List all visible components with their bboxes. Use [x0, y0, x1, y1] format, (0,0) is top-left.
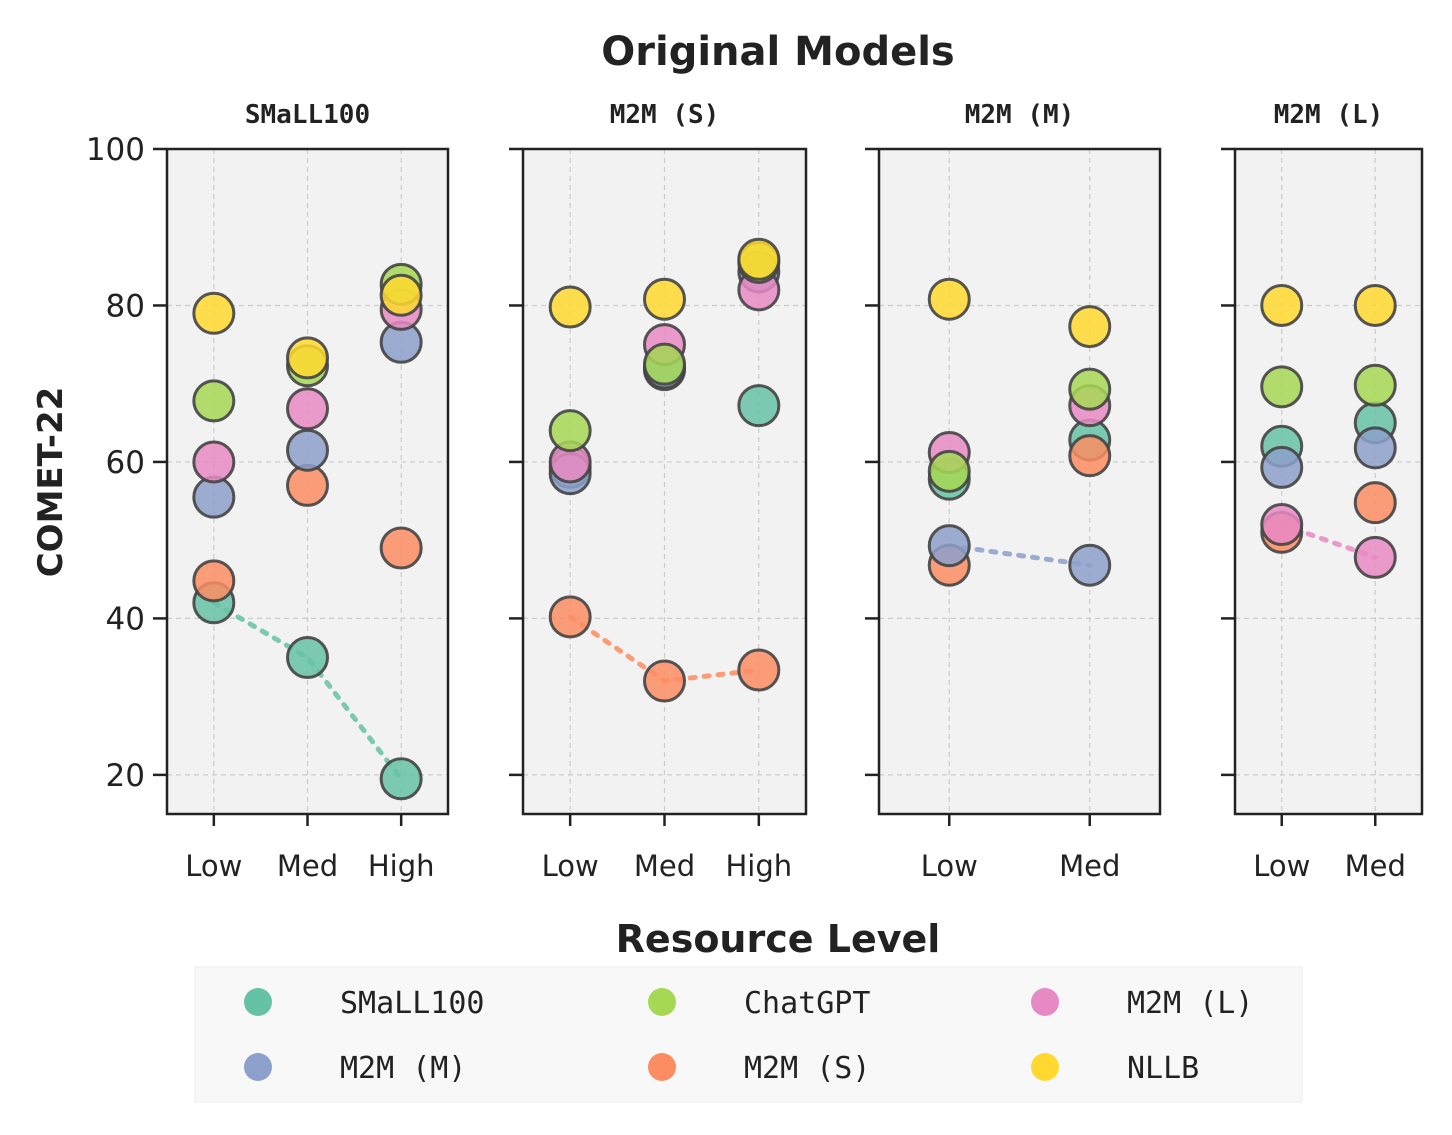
legend-item-m2m-s: M2M (S) — [648, 1051, 870, 1086]
legend-item-chatgpt: ChatGPT — [648, 986, 870, 1021]
point-nllb-med — [1353, 283, 1397, 327]
point-chatgpt-med — [643, 342, 686, 386]
legend-item-m2m-l: M2M (L) — [1031, 986, 1253, 1021]
point-nllb-low — [1260, 283, 1304, 327]
legend-marker — [648, 1053, 676, 1081]
panel-m2m-m: Low Med M2M (M) — [865, 100, 1162, 883]
point-nllb-high — [379, 273, 423, 317]
point-nllb-low — [927, 277, 971, 321]
chart-title: Original Models — [601, 29, 954, 75]
point-nllb-low — [548, 285, 592, 329]
point-m2m-s-high — [737, 648, 781, 692]
legend-item-small100: SMaLL100 — [244, 986, 485, 1021]
panel-frame — [165, 147, 450, 816]
point-nllb-med — [286, 336, 329, 380]
panel-frame — [521, 147, 808, 816]
legend-label: SMaLL100 — [340, 986, 485, 1021]
point-m2m-s-low — [548, 595, 592, 639]
legend-label: NLLB — [1127, 1051, 1199, 1086]
point-m2m-s-high — [379, 526, 423, 570]
x-tick-label: Med — [1345, 849, 1406, 883]
y-tick-label: 100 — [86, 132, 145, 168]
legend-marker — [244, 988, 272, 1016]
legend-label: M2M (M) — [340, 1051, 466, 1086]
point-m2m-m-low — [927, 524, 971, 568]
point-chatgpt-med — [1353, 363, 1397, 407]
y-axis-label: COMET-22 — [31, 387, 71, 578]
panels: 20 40 60 80 100 Low Med High SMaLL100 Low Med High M… — [86, 100, 1424, 883]
x-tick-label: High — [368, 849, 435, 883]
point-nllb-med — [643, 277, 686, 321]
point-chatgpt-low — [1260, 365, 1304, 409]
trend-line-m2m-m — [946, 543, 1093, 568]
trend-line-small100 — [211, 600, 404, 782]
legend-marker — [648, 988, 676, 1016]
x-tick-label: Low — [921, 849, 978, 883]
panel-frame — [877, 147, 1162, 816]
legend-label: M2M (L) — [1127, 986, 1253, 1021]
panel-background — [879, 149, 1160, 814]
point-chatgpt-low — [927, 449, 971, 493]
legend-marker — [1031, 1053, 1059, 1081]
x-tick-label: Low — [185, 849, 242, 883]
point-nllb-med — [1068, 305, 1112, 349]
point-m2m-s-low — [192, 559, 236, 603]
point-m2m-l-low — [192, 440, 236, 484]
point-chatgpt-low — [192, 379, 236, 423]
point-m2m-l-low — [1260, 503, 1304, 547]
panel-small100: 20 40 60 80 100 Low Med High SMaLL100 — [86, 100, 450, 883]
legend-item-nllb: NLLB — [1031, 1051, 1199, 1086]
point-m2m-m-low — [1260, 445, 1304, 489]
panel-m2m-s: Low Med High M2M (S) — [509, 100, 808, 883]
point-m2m-m-med — [286, 428, 329, 472]
legend-item-m2m-m: M2M (M) — [244, 1051, 466, 1086]
y-tick-label: 60 — [106, 445, 145, 481]
legend-label: ChatGPT — [744, 986, 870, 1021]
panel-title: M2M (S) — [610, 100, 720, 130]
point-m2m-l-med — [286, 387, 329, 431]
point-chatgpt-low — [548, 409, 592, 453]
x-tick-label: High — [726, 849, 793, 883]
x-tick-label: Med — [277, 849, 338, 883]
y-tick-label: 20 — [106, 758, 145, 794]
panel-background — [1235, 149, 1422, 814]
x-tick-label: Med — [1059, 849, 1120, 883]
legend-marker — [244, 1053, 272, 1081]
panel-m2m-l: Low Med M2M (L) — [1221, 100, 1424, 883]
point-m2m-s-med — [643, 659, 686, 703]
point-small100-med — [286, 636, 329, 680]
point-small100-high — [737, 384, 781, 428]
x-tick-label: Low — [542, 849, 599, 883]
point-nllb-high — [737, 237, 781, 281]
point-small100-high — [379, 757, 423, 801]
legend-box — [194, 966, 1303, 1103]
panel-title: SMaLL100 — [245, 100, 370, 130]
point-m2m-s-med — [1353, 481, 1397, 525]
panel-title: M2M (L) — [1274, 100, 1384, 130]
point-m2m-s-med — [1068, 434, 1112, 478]
x-tick-label: Low — [1253, 849, 1310, 883]
x-tick-label: Med — [634, 849, 695, 883]
point-m2m-m-med — [1068, 543, 1112, 587]
y-tick-label: 40 — [106, 601, 145, 637]
legend: SMaLL100 M2M (M) ChatGPT M2M (S) M2M (L) NLLB — [194, 966, 1303, 1103]
panel-frame — [1233, 147, 1424, 816]
x-axis-label: Resource Level — [616, 917, 941, 961]
point-nllb-low — [192, 291, 236, 335]
y-tick-label: 80 — [106, 288, 145, 324]
legend-label: M2M (S) — [744, 1051, 870, 1086]
panel-title: M2M (M) — [965, 100, 1075, 130]
legend-marker — [1031, 988, 1059, 1016]
point-chatgpt-med — [1068, 367, 1112, 411]
point-m2m-m-med — [1353, 426, 1397, 470]
point-m2m-l-med — [1353, 535, 1397, 579]
